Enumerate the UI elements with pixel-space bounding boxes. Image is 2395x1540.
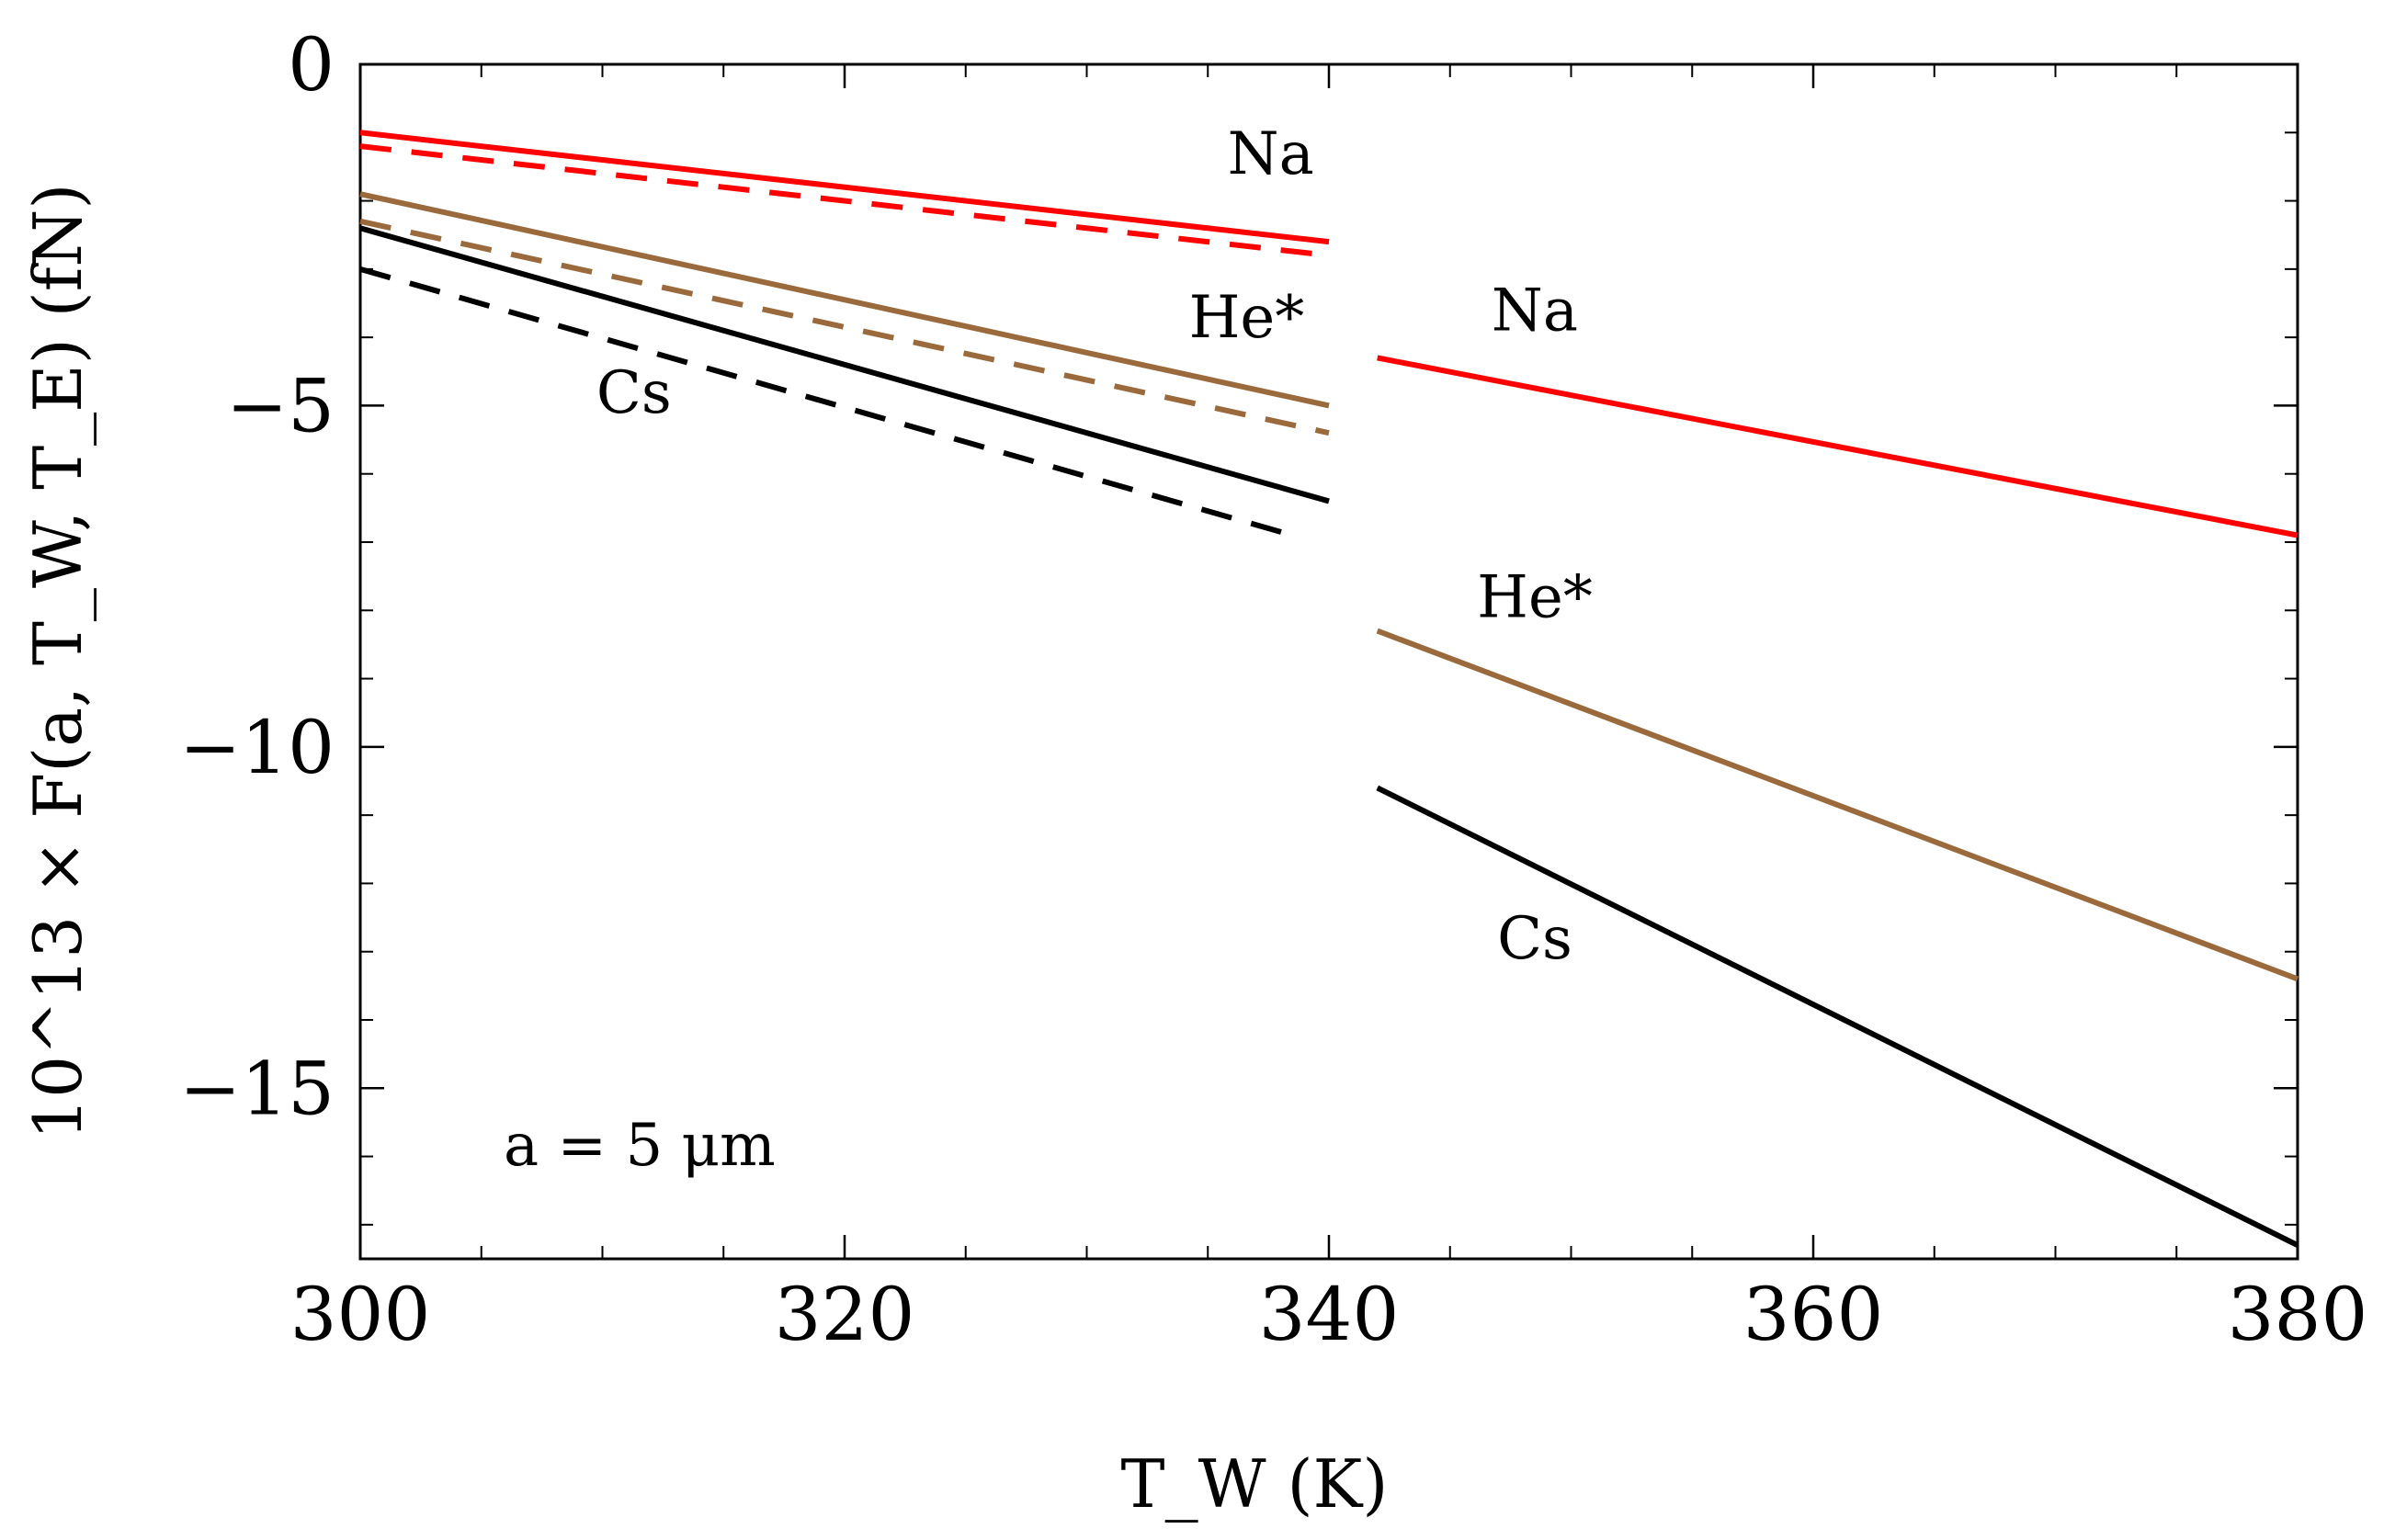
- x-tick-label: 300: [290, 1272, 431, 1357]
- y-axis-title: 10^13 × F(a, T_W, T_E) (fN): [19, 183, 96, 1139]
- x-tick-label: 320: [775, 1272, 915, 1357]
- y-tick-label: 0: [288, 22, 335, 108]
- x-tick-label: 380: [2228, 1272, 2368, 1357]
- annotation-label: a = 5 μm: [504, 1112, 776, 1180]
- series-label-hestar: He*: [1477, 564, 1593, 632]
- y-tick-label: −10: [179, 705, 335, 790]
- series-line-cs-solid: [1376, 785, 2299, 1248]
- series-label-hestar: He*: [1189, 284, 1305, 352]
- series-line-cs-dashed: [359, 266, 1294, 538]
- series-line-hestar-solid: [1376, 628, 2299, 982]
- series-label-na: Na: [1228, 120, 1314, 188]
- y-tick-label: −15: [179, 1046, 335, 1131]
- y-tick-label: −5: [226, 363, 335, 448]
- major-ticks: [358, 62, 2299, 1259]
- tick-labels: 300 320 340 360 380 0 −5 −10 −15: [179, 22, 2367, 1357]
- series-label-cs: Cs: [1497, 905, 1572, 973]
- series-line-na-solid: [1377, 355, 2299, 538]
- minor-ticks: [360, 64, 2298, 1259]
- series-label-cs: Cs: [596, 359, 672, 427]
- x-axis-title: T_W (K): [1121, 1445, 1389, 1523]
- plot-frame: [358, 62, 2299, 1261]
- series-line-hestar-solid: [359, 191, 1330, 409]
- series-line-hestar-dashed: [359, 218, 1330, 436]
- series-line-na-solid: [359, 130, 1330, 245]
- series-line-na-dashed: [359, 143, 1330, 258]
- series-line-cs-solid: [359, 225, 1330, 504]
- x-tick-label: 360: [1743, 1272, 1884, 1357]
- series-labels: Na He* Cs Na He* Cs: [596, 120, 1593, 973]
- series-label-na: Na: [1492, 277, 1578, 345]
- x-tick-label: 340: [1259, 1272, 1400, 1357]
- series-layer: [359, 130, 2299, 1248]
